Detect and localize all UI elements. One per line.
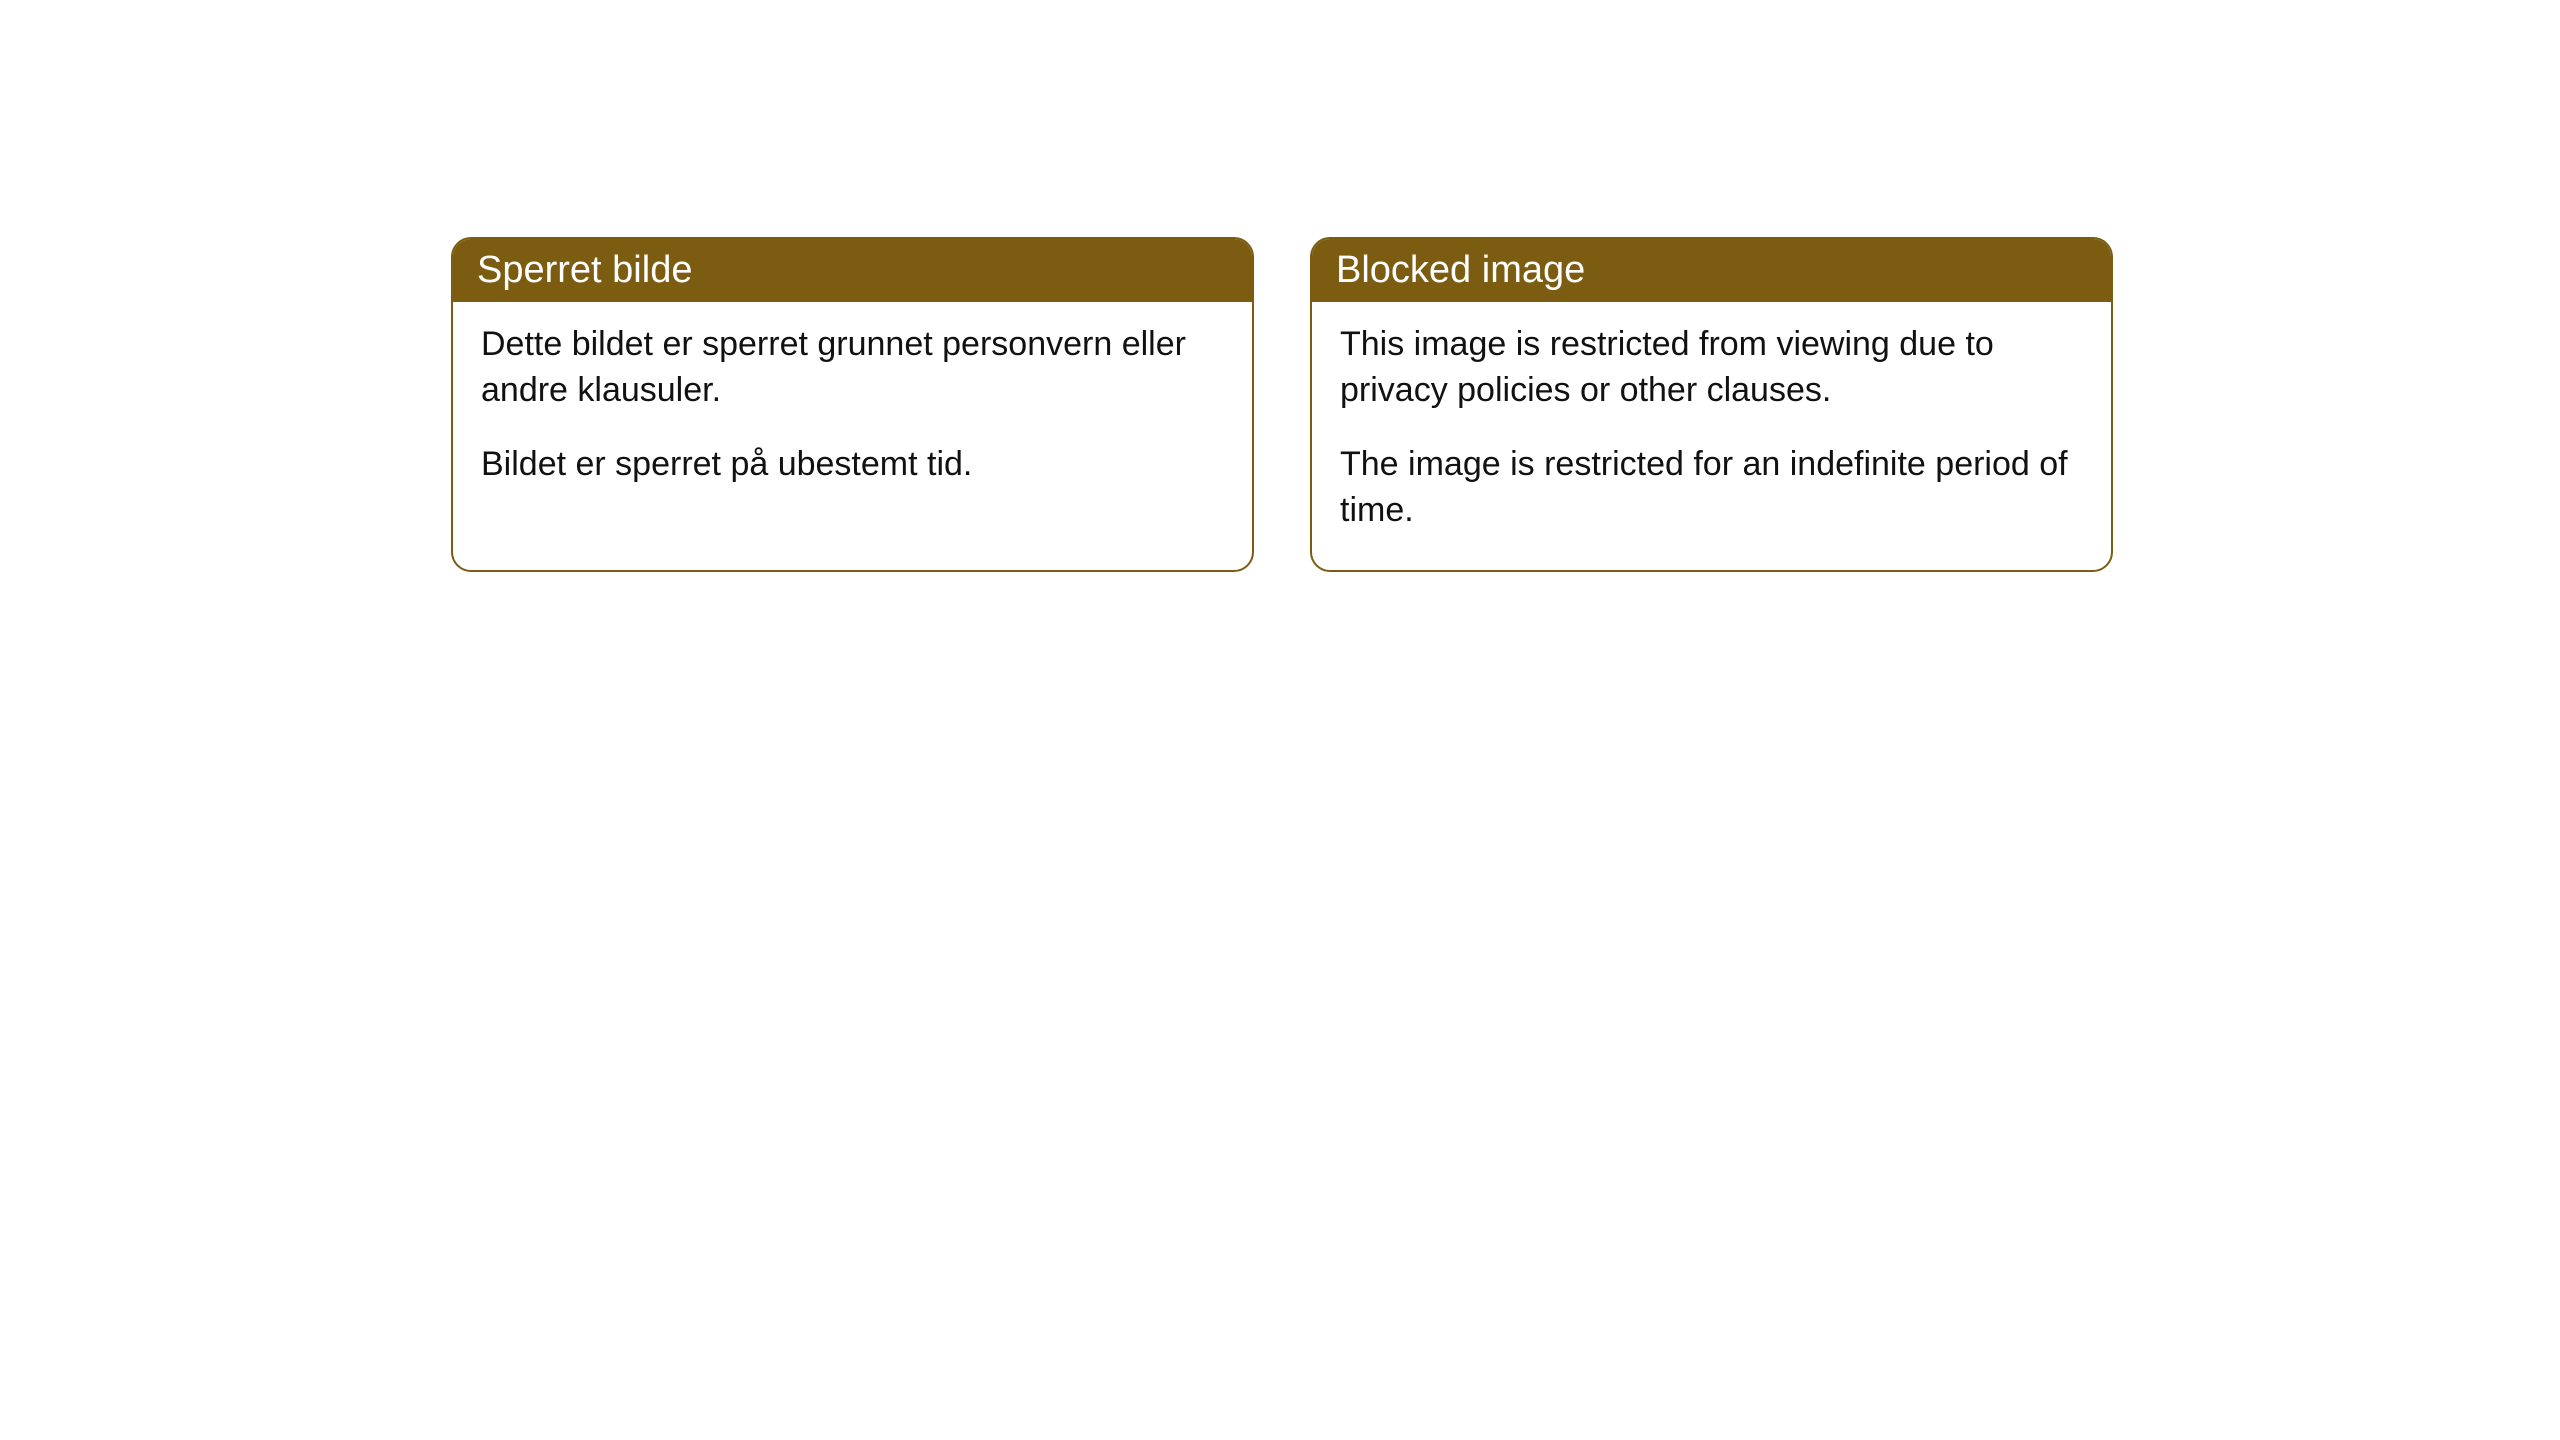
card-english: Blocked image This image is restricted f…: [1310, 237, 2113, 572]
card-header: Blocked image: [1312, 239, 2111, 302]
card-header: Sperret bilde: [453, 239, 1252, 302]
card-paragraph-1: Dette bildet er sperret grunnet personve…: [481, 322, 1224, 414]
card-norwegian: Sperret bilde Dette bildet er sperret gr…: [451, 237, 1254, 572]
card-body: Dette bildet er sperret grunnet personve…: [453, 302, 1252, 524]
card-body: This image is restricted from viewing du…: [1312, 302, 2111, 570]
card-paragraph-2: The image is restricted for an indefinit…: [1340, 442, 2083, 534]
card-title: Blocked image: [1336, 249, 1585, 291]
card-paragraph-2: Bildet er sperret på ubestemt tid.: [481, 442, 1224, 488]
card-title: Sperret bilde: [477, 249, 692, 291]
card-paragraph-1: This image is restricted from viewing du…: [1340, 322, 2083, 414]
cards-container: Sperret bilde Dette bildet er sperret gr…: [0, 0, 2560, 572]
